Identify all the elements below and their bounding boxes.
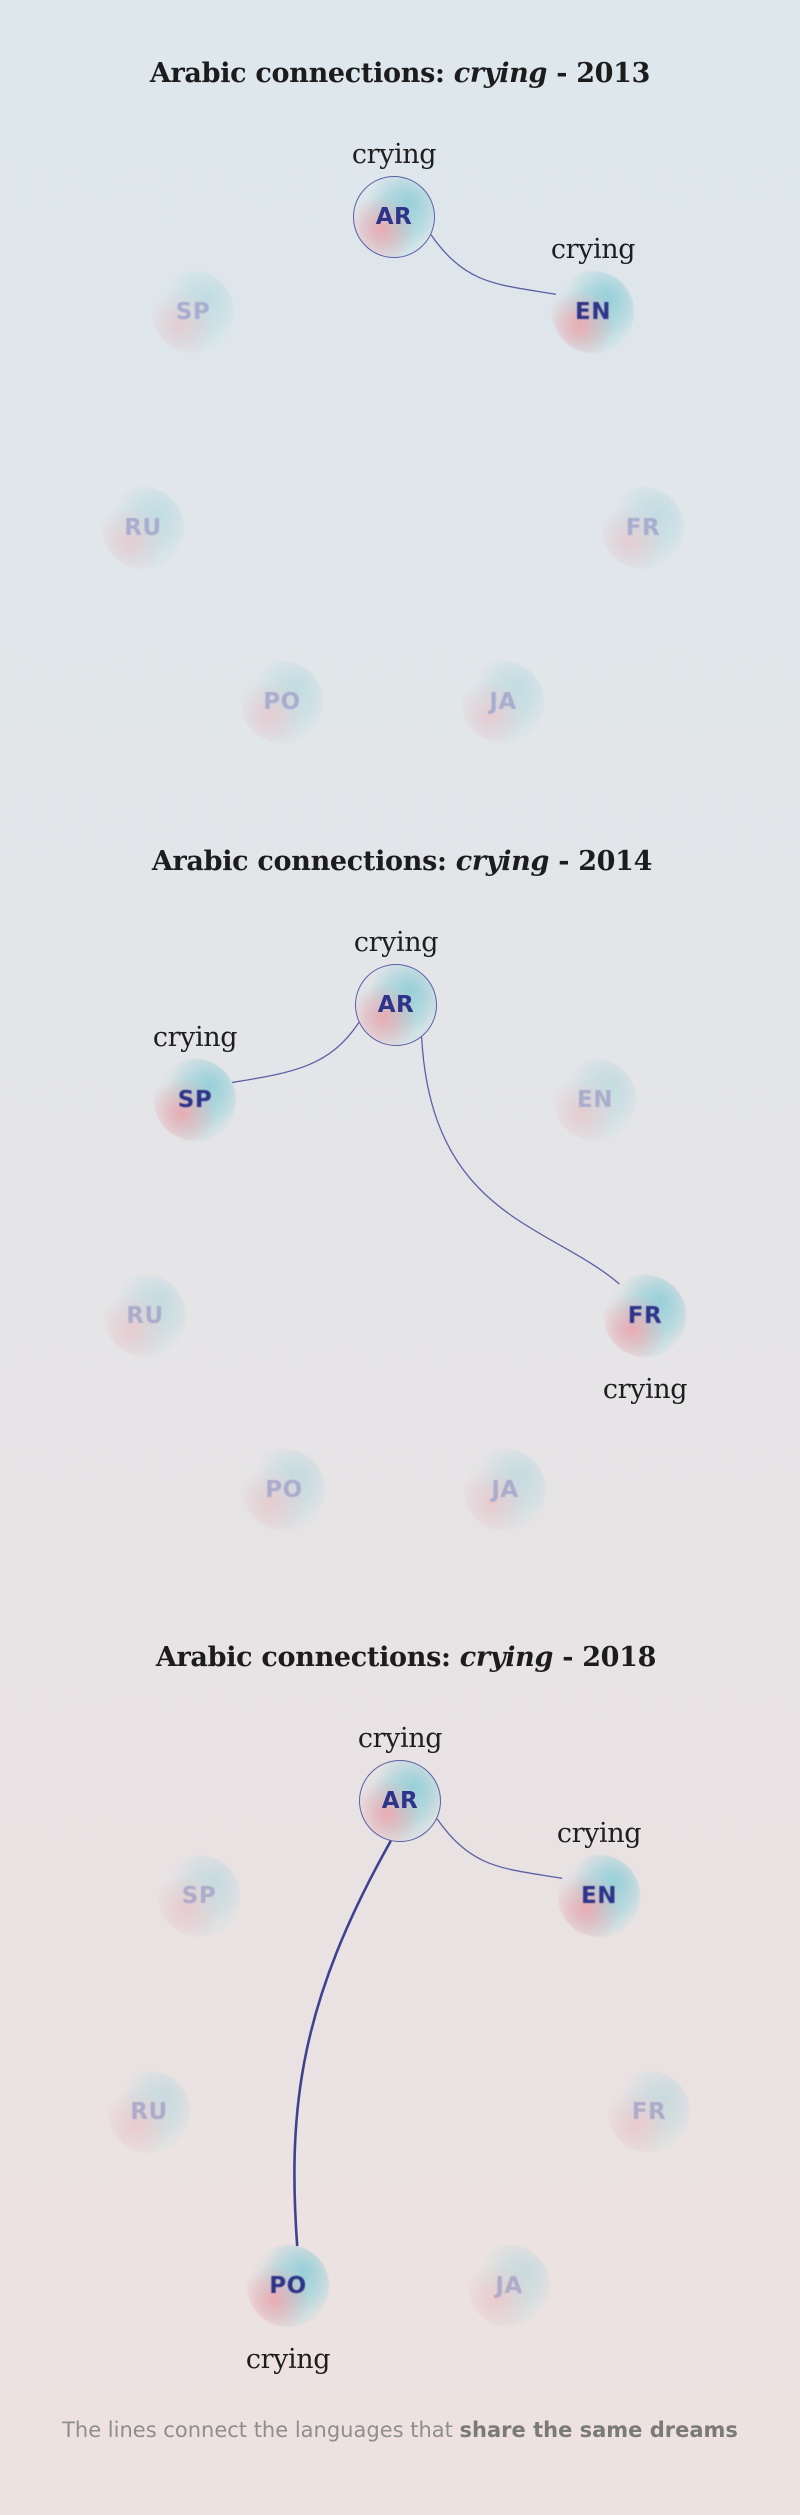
panel-title-word: crying (459, 1642, 554, 1673)
node-sp[interactable]: SP (152, 271, 234, 353)
node-ru[interactable]: RU (102, 487, 184, 569)
footnote: The lines connect the languages that sha… (0, 2418, 800, 2442)
panel-title-year: - 2013 (547, 58, 651, 89)
panel-title-word: crying (455, 846, 550, 877)
node-po[interactable]: PO (241, 661, 323, 743)
panel-3: Arabic connections: crying - 2018 AR cryin… (6, 1584, 800, 2375)
node-code: JA (495, 2273, 523, 2299)
node-code: FR (625, 515, 661, 541)
node-code: FR (631, 2099, 667, 2125)
node-code: PO (265, 1477, 303, 1503)
node-code: EN (577, 1087, 613, 1113)
footnote-emphasis: share the same dreams (459, 2418, 738, 2442)
link-ar-en (436, 1818, 563, 1879)
node-word-ar: crying (353, 927, 439, 958)
node-ru[interactable]: RU (108, 2071, 190, 2153)
node-ja[interactable]: JA (468, 2245, 550, 2327)
link-ar-en (430, 234, 557, 295)
link-ar-fr (420, 1036, 620, 1285)
node-code: PO (263, 689, 301, 715)
connection-lines (430, 234, 557, 295)
panel-title: Arabic connections: crying - 2014 (2, 846, 800, 877)
node-en[interactable]: EN (554, 1059, 636, 1141)
node-code: EN (575, 299, 611, 325)
panel-title-prefix: Arabic connections: (149, 58, 454, 89)
panel-2: Arabic connections: crying - 2014 AR cryin… (2, 788, 800, 1578)
node-code: SP (181, 1883, 217, 1909)
node-sp[interactable]: SP (154, 1059, 236, 1141)
node-word-en: crying (550, 234, 636, 265)
panel-title: Arabic connections: crying - 2018 (6, 1642, 800, 1673)
node-code: AR (377, 992, 415, 1018)
node-en[interactable]: EN (558, 1855, 640, 1937)
node-po[interactable]: PO (243, 1449, 325, 1531)
node-word-ar: crying (351, 139, 437, 170)
panel-title-year: - 2014 (549, 846, 653, 877)
panel-title-prefix: Arabic connections: (155, 1642, 460, 1673)
connection-lines (231, 1022, 620, 1285)
node-word-en: crying (556, 1818, 642, 1849)
node-ar[interactable]: AR (359, 1760, 441, 1842)
panel-title-prefix: Arabic connections: (151, 846, 456, 877)
panel-title-word: crying (453, 58, 548, 89)
node-code: RU (126, 1303, 164, 1329)
footnote-text: The lines connect the languages that (62, 2418, 460, 2442)
node-sp[interactable]: SP (158, 1855, 240, 1937)
node-code: RU (124, 515, 162, 541)
node-ar[interactable]: AR (353, 176, 435, 258)
node-fr[interactable]: FR (608, 2071, 690, 2153)
node-word-po: crying (245, 2344, 331, 2375)
node-code: SP (175, 299, 211, 325)
node-code: AR (381, 1788, 419, 1814)
node-en[interactable]: EN (552, 271, 634, 353)
node-ja[interactable]: JA (462, 661, 544, 743)
link-ar-sp (231, 1022, 360, 1084)
node-ar[interactable]: AR (355, 964, 437, 1046)
node-code: JA (491, 1477, 519, 1503)
panel-title: Arabic connections: crying - 2013 (0, 58, 800, 89)
node-word-sp: crying (152, 1022, 238, 1053)
node-code: EN (581, 1883, 617, 1909)
node-ru[interactable]: RU (104, 1275, 186, 1357)
node-code: AR (375, 204, 413, 230)
node-ja[interactable]: JA (464, 1449, 546, 1531)
connection-lines (293, 1818, 563, 2247)
node-fr[interactable]: FR (602, 487, 684, 569)
panel-1: Arabic connections: crying - 2013 AR cryin… (0, 0, 800, 790)
node-code: SP (177, 1087, 213, 1113)
node-code: JA (489, 689, 517, 715)
node-word-fr: crying (602, 1374, 688, 1405)
node-word-ar: crying (357, 1723, 443, 1754)
node-code: FR (627, 1303, 663, 1329)
panel-title-year: - 2018 (553, 1642, 657, 1673)
node-fr[interactable]: FR (604, 1275, 686, 1357)
node-code: RU (130, 2099, 168, 2125)
link-ar-po (293, 1840, 392, 2247)
node-po[interactable]: PO (247, 2245, 329, 2327)
node-code: PO (269, 2273, 307, 2299)
